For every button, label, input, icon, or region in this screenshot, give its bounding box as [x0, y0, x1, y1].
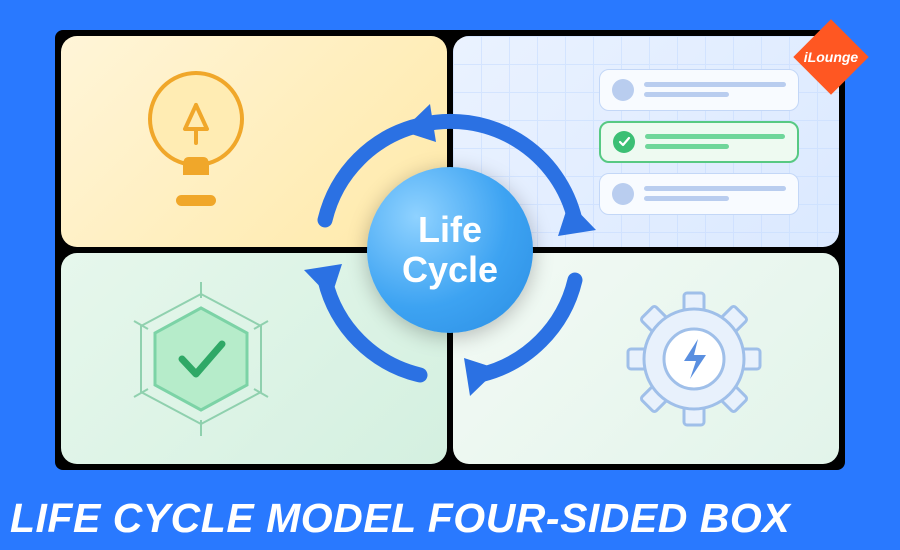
list-item: [599, 173, 799, 215]
list-item-selected: [599, 121, 799, 163]
diagram-canvas: Life Cycle: [55, 30, 845, 470]
center-label-line2: Cycle: [402, 249, 498, 290]
list-item: [599, 69, 799, 111]
bullet-icon: [612, 183, 634, 205]
page-title: LIFE CYCLE MODEL FOUR-SIDED BOX: [10, 495, 790, 542]
brand-logo: iLounge: [790, 16, 872, 98]
bullet-icon: [612, 79, 634, 101]
lightbulb-icon: [131, 57, 261, 227]
list-cards: [599, 69, 799, 215]
center-label-line1: Life: [418, 209, 482, 250]
gear-bolt-icon: [619, 284, 769, 434]
shield-hex-icon: [116, 274, 286, 444]
brand-logo-text: iLounge: [790, 16, 872, 98]
check-icon: [613, 131, 635, 153]
center-label: Life Cycle: [402, 210, 498, 289]
center-circle: Life Cycle: [367, 167, 533, 333]
